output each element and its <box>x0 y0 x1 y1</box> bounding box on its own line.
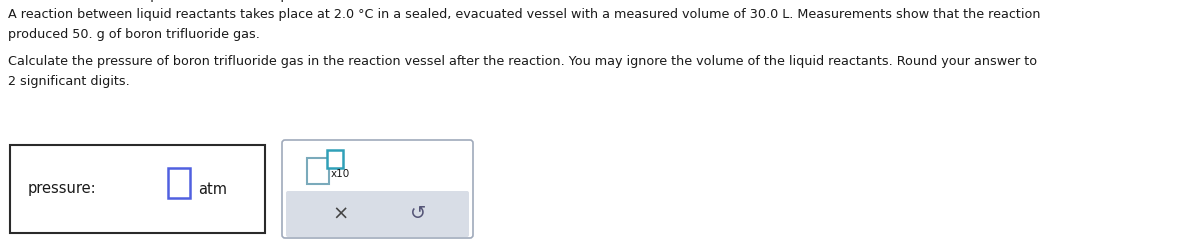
FancyBboxPatch shape <box>286 191 469 237</box>
Text: ↺: ↺ <box>410 204 426 223</box>
Text: produced 50. g of boron trifluoride gas.: produced 50. g of boron trifluoride gas. <box>8 28 260 41</box>
Text: atm: atm <box>198 181 227 197</box>
Bar <box>326 150 343 168</box>
Text: 2 significant digits.: 2 significant digits. <box>8 75 130 88</box>
Text: x10: x10 <box>331 169 350 179</box>
Bar <box>168 168 190 198</box>
Text: A reaction between liquid reactants takes place at 2.0 °C in a sealed, evacuated: A reaction between liquid reactants take… <box>10 0 1042 2</box>
Text: A reaction between liquid reactants takes place at 2.0 °C in a sealed, evacuated: A reaction between liquid reactants take… <box>8 8 1040 21</box>
Bar <box>10 145 265 233</box>
Text: ×: × <box>332 204 349 223</box>
FancyBboxPatch shape <box>282 140 473 238</box>
Text: Calculate the pressure of boron trifluoride gas in the reaction vessel after the: Calculate the pressure of boron trifluor… <box>8 55 1037 68</box>
Bar <box>307 158 329 184</box>
Text: pressure:: pressure: <box>28 181 97 197</box>
